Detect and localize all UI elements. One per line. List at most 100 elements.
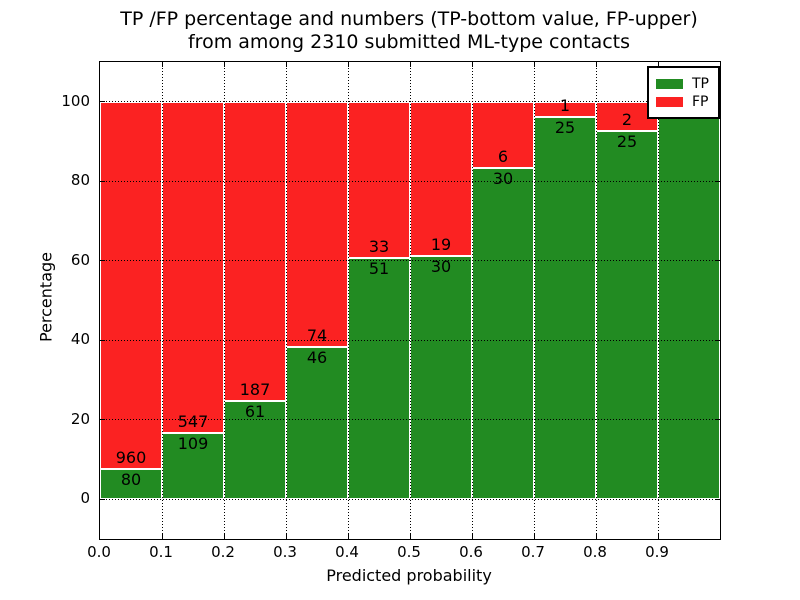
x-gridline (595, 62, 597, 539)
x-tick-label: 0.7 (521, 543, 545, 561)
x-tick-bottom (657, 534, 659, 539)
x-tick-bottom (161, 534, 163, 539)
x-tick-top (285, 62, 287, 67)
x-gridline (223, 62, 225, 539)
tp-count-label: 25 (616, 132, 638, 152)
y-tick-right (715, 419, 720, 421)
x-tick-label: 0.0 (87, 543, 111, 561)
x-tick-top (223, 62, 225, 67)
tp-swatch-icon (656, 78, 683, 89)
fp-bar-segment (100, 101, 162, 469)
tp-count-label: 80 (120, 469, 142, 489)
x-gridline (161, 62, 163, 539)
y-axis-label: Percentage (36, 251, 56, 343)
fp-legend-label: FP (692, 93, 709, 110)
tp-bar-segment (348, 257, 410, 500)
x-axis-label: Predicted probability (326, 566, 492, 585)
x-tick-top (471, 62, 473, 67)
y-tick-left (100, 419, 105, 421)
fp-count-label: 6 (497, 147, 509, 166)
x-gridline (533, 62, 535, 539)
tp-bar-segment (410, 255, 472, 500)
y-tick-label: 40 (70, 330, 90, 349)
tp-bar-segment (596, 131, 658, 500)
x-tick-top (657, 62, 659, 67)
x-tick-bottom (471, 534, 473, 539)
fp-bar-segment (410, 101, 472, 256)
x-gridline (409, 62, 411, 539)
fp-bar-segment (224, 101, 286, 402)
fp-swatch-icon (656, 96, 683, 107)
tp-count-label: 61 (244, 402, 266, 422)
chart-title-line1: TP /FP percentage and numbers (TP-bottom… (120, 8, 698, 30)
x-tick-bottom (285, 534, 287, 539)
x-tick-label: 0.6 (459, 543, 483, 561)
legend-item-tp: TP (656, 75, 709, 92)
fp-bar-segment (472, 101, 534, 168)
x-tick-label: 0.2 (211, 543, 235, 561)
x-tick-top (595, 62, 597, 67)
y-tick-label: 20 (70, 409, 90, 428)
fp-bar-segment (162, 101, 224, 434)
y-tick-label: 100 (61, 91, 90, 110)
tp-count-label: 109 (177, 434, 209, 454)
fp-count-label: 19 (430, 234, 452, 254)
tp-bar-segment (224, 401, 286, 500)
tp-legend-label: TP (692, 75, 709, 92)
x-tick-top (347, 62, 349, 67)
x-tick-top (161, 62, 163, 67)
y-tick-left (100, 339, 105, 341)
chart-title: TP /FP percentage and numbers (TP-bottom… (99, 8, 719, 54)
tp-count-label: 51 (368, 258, 390, 278)
tp-bar-segment (286, 346, 348, 500)
y-tick-right (715, 339, 720, 341)
x-tick-label: 0.5 (397, 543, 421, 561)
tp-bar-segment (472, 168, 534, 500)
x-tick-top (533, 62, 535, 67)
y-tick-label: 0 (80, 489, 90, 508)
x-tick-label: 0.1 (149, 543, 173, 561)
y-tick-right (715, 260, 720, 262)
fp-count-label: 1 (559, 96, 571, 116)
x-tick-label: 0.3 (273, 543, 297, 561)
x-tick-bottom (223, 534, 225, 539)
tp-bar-segment (658, 101, 720, 500)
tp-bar-segment (100, 468, 162, 500)
x-gridline (285, 62, 287, 539)
y-tick-left (100, 180, 105, 182)
x-tick-label: 0.8 (583, 543, 607, 561)
y-tick-left (100, 260, 105, 262)
x-tick-label: 0.9 (645, 543, 669, 561)
tp-count-label: 25 (554, 118, 576, 138)
fp-bar-segment (286, 101, 348, 347)
y-tick-left (100, 101, 105, 103)
y-tick-right (715, 180, 720, 182)
fp-count-label: 33 (368, 236, 390, 256)
y-tick-label: 60 (70, 250, 90, 269)
y-tick-right (715, 498, 720, 500)
chart-title-line2: from among 2310 submitted ML-type contac… (187, 31, 631, 53)
tp-count-label: 46 (306, 347, 328, 367)
legend-item-fp: FP (656, 93, 709, 110)
fp-count-label: 960 (115, 447, 147, 467)
x-tick-bottom (595, 534, 597, 539)
legend: TP FP (647, 66, 720, 119)
tp-count-label: 30 (430, 256, 452, 276)
y-tick-label: 80 (70, 171, 90, 190)
x-tick-bottom (409, 534, 411, 539)
tp-count-label: 30 (492, 169, 514, 188)
x-tick-label: 0.4 (335, 543, 359, 561)
x-gridline (471, 62, 473, 539)
plot-area: TP FP 960 80 547 109 187 61 74 46 33 51 19 30 6 30 1 25… (99, 61, 721, 540)
x-tick-top (409, 62, 411, 67)
tp-bar-segment (162, 433, 224, 500)
x-gridline (657, 62, 659, 539)
tp-bar-segment (534, 117, 596, 500)
fp-count-label: 547 (177, 412, 209, 432)
x-gridline (347, 62, 349, 539)
x-tick-bottom (533, 534, 535, 539)
fp-count-label: 187 (239, 380, 271, 400)
fp-count-label: 74 (306, 325, 328, 345)
x-tick-bottom (347, 534, 349, 539)
